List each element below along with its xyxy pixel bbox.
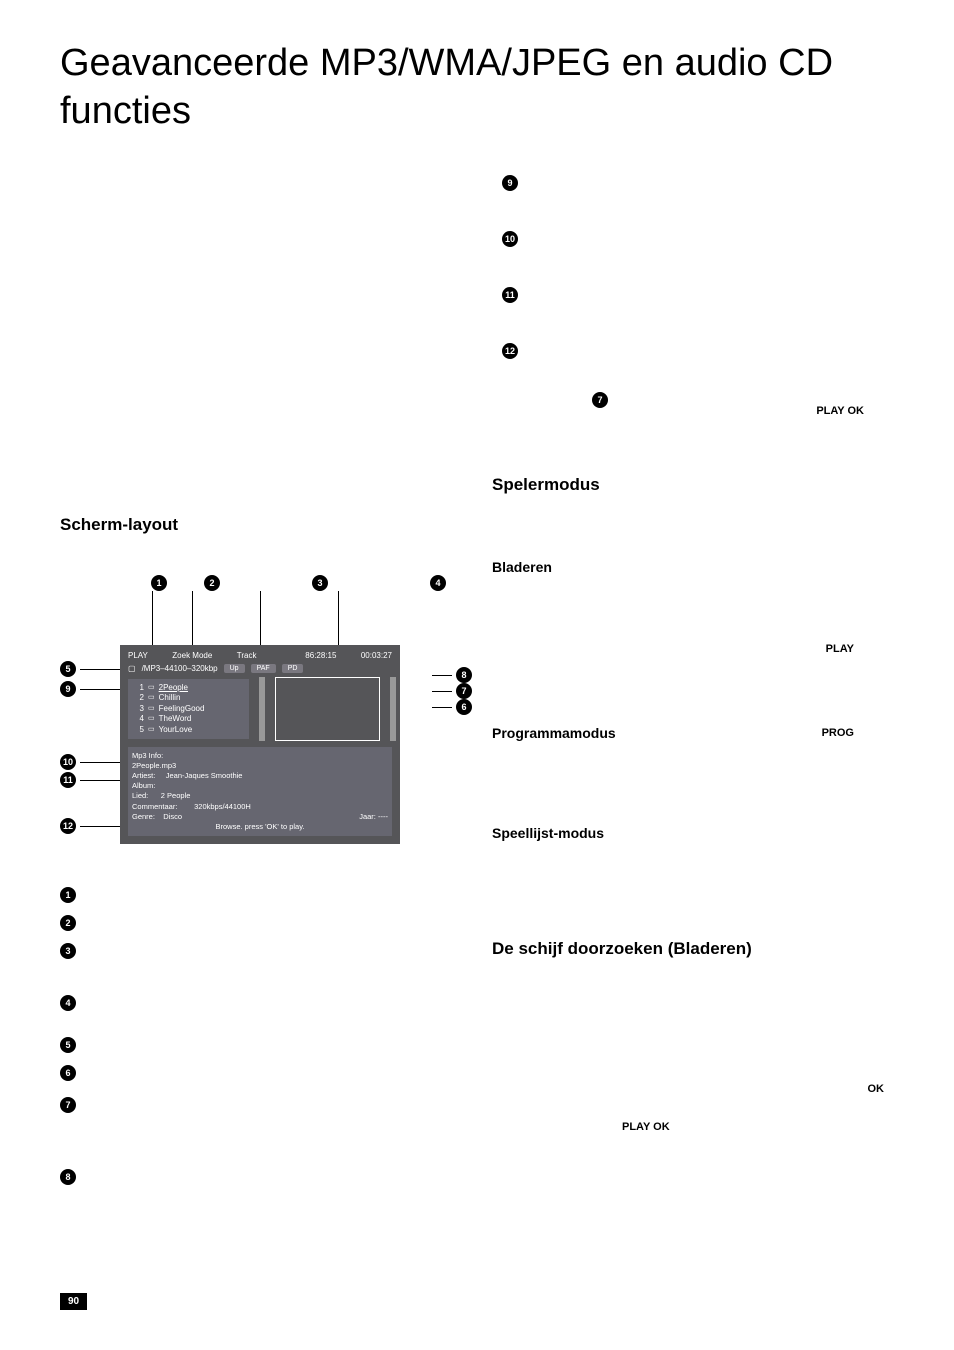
info-jaar-val: ---- [378, 812, 388, 821]
callout-num-8: 8 [456, 667, 472, 683]
file-icon: ▭ [148, 714, 155, 724]
sc-track-label: Track [237, 651, 257, 660]
preview-box [275, 677, 380, 741]
page-title: Geavanceerde MP3/WMA/JPEG en audio CD fu… [60, 40, 894, 135]
legend-num: 3 [60, 943, 76, 959]
schijf-heading: De schijf doorzoeken (Bladeren) [492, 939, 894, 959]
left-column: Scherm-layout 1 2 3 4 5 9 10 11 1 [60, 175, 462, 1195]
play-kbd: PLAY [826, 643, 854, 655]
track-num: 3 [132, 704, 144, 714]
info-genre-val: Disco [163, 812, 182, 821]
pill-up: Up [224, 664, 245, 673]
file-icon: ▭ [148, 683, 155, 693]
callout-num-1: 1 [151, 575, 167, 591]
prog-kbd: PROG [822, 727, 854, 739]
info-file: 2People.mp3 [132, 761, 388, 771]
track-num: 5 [132, 725, 144, 735]
top-num-9: 9 [502, 175, 518, 191]
callout-num-4: 4 [430, 575, 446, 591]
info-lied-key: Lied: [132, 791, 148, 800]
legend-list: 1 2 3 4 5 6 7 8 [60, 885, 462, 1189]
track-name: TheWord [159, 714, 192, 724]
track-num: 4 [132, 714, 144, 724]
legend-num: 2 [60, 915, 76, 931]
top-num-10: 10 [502, 231, 518, 247]
callout-num-3: 3 [312, 575, 328, 591]
screenshot-diagram: 1 2 3 4 5 9 10 11 12 8 [60, 575, 462, 855]
callout-num-5: 5 [60, 661, 76, 677]
legend-num: 5 [60, 1037, 76, 1053]
right-column: 9 10 11 12 7 PLAY OK Spelermodus Bladere… [492, 175, 894, 1195]
track-name: YourLove [159, 725, 193, 735]
scherm-layout-heading: Scherm-layout [60, 515, 462, 535]
callout-num-10l: 10 [60, 754, 76, 770]
info-genre-key: Genre: [132, 812, 155, 821]
legend-num: 7 [60, 1097, 76, 1113]
circled-seven: 7 [592, 392, 608, 408]
spelermodus-heading: Spelermodus [492, 475, 894, 495]
track-name: FeelingGood [159, 704, 205, 714]
sc-zoek-label: Zoek Mode [172, 651, 212, 660]
callout-num-7r: 7 [456, 683, 472, 699]
info-comm-key: Commentaar: [132, 802, 177, 811]
legend-num: 4 [60, 995, 76, 1011]
pill-paf: PAF [251, 664, 276, 673]
sc-path: /MP3–44100–320kbp [142, 664, 218, 673]
sc-play-label: PLAY [128, 651, 148, 660]
legend-num: 1 [60, 887, 76, 903]
scrollbar [390, 677, 396, 741]
info-comm-val: 320kbps/44100H [194, 802, 251, 811]
file-icon: ▭ [148, 693, 155, 703]
info-album-key: Album: [132, 781, 388, 791]
track-name: Chillin [159, 693, 181, 703]
legend-num: 6 [60, 1065, 76, 1081]
info-head: Mp3 Info: [132, 751, 388, 761]
callout-num-9: 9 [60, 681, 76, 697]
info-jaar-key: Jaar: [359, 812, 376, 821]
folder-icon: ▢ [128, 664, 136, 673]
info-artist-key: Artiest: [132, 771, 155, 780]
legend-num: 8 [60, 1169, 76, 1185]
file-icon: ▭ [148, 725, 155, 735]
page-number: 90 [60, 1293, 87, 1310]
bladeren-head: Bladeren [492, 559, 894, 575]
callout-num-2: 2 [204, 575, 220, 591]
file-icon: ▭ [148, 704, 155, 714]
top-num-12: 12 [502, 343, 518, 359]
ok-kbd: OK [868, 1083, 885, 1095]
programma-head: Programmamodus [492, 725, 616, 741]
play-ok-kbd: PLAY OK [622, 1121, 670, 1133]
sc-time-1: 86:28:15 [305, 651, 336, 660]
pill-pd: PD [282, 664, 304, 673]
player-screenshot: PLAY Zoek Mode Track 86:28:15 00:03:27 ▢… [120, 645, 400, 844]
callout-num-11l: 11 [60, 772, 76, 788]
info-artist-val: Jean-Jaques Smoothie [166, 771, 243, 780]
top-num-11: 11 [502, 287, 518, 303]
track-name: 2People [159, 683, 188, 693]
callout-num-12l: 12 [60, 818, 76, 834]
info-lied-val: 2 People [161, 791, 191, 800]
speellijst-head: Speellijst-modus [492, 825, 894, 841]
callout-num-6: 6 [456, 699, 472, 715]
track-num: 1 [132, 683, 144, 693]
scrollbar [259, 677, 265, 741]
play-ok-label: PLAY OK [816, 405, 864, 417]
sc-time-2: 00:03:27 [361, 651, 392, 660]
track-num: 2 [132, 693, 144, 703]
info-hint: Browse. press 'OK' to play. [132, 822, 388, 832]
